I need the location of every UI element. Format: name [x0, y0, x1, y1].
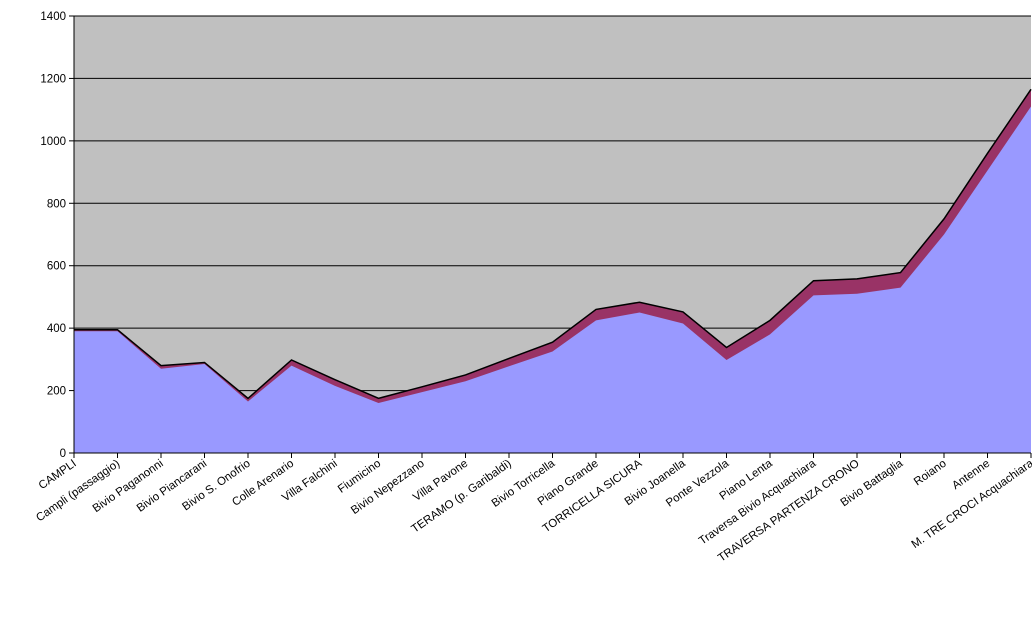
y-tick-label: 400: [47, 323, 66, 335]
y-tick-label: 1400: [40, 11, 66, 23]
y-tick-label: 1200: [40, 73, 66, 85]
y-tick-label: 600: [47, 261, 66, 273]
axes: [69, 15, 1032, 458]
y-tick-label: 0: [60, 448, 66, 460]
x-tick-label: Bivio Nepezzano: [349, 458, 427, 517]
y-tick-label: 800: [47, 198, 66, 210]
y-axis-tick-labels: 0 200 400 600 800 1000 1200 1400: [40, 11, 66, 460]
y-tick-label: 1000: [40, 136, 66, 148]
series-2-line: [74, 88, 1032, 400]
y-tick-label: 200: [47, 386, 66, 398]
x-tick-label: Roiano: [912, 458, 949, 489]
series-1-area: [74, 106, 1031, 454]
